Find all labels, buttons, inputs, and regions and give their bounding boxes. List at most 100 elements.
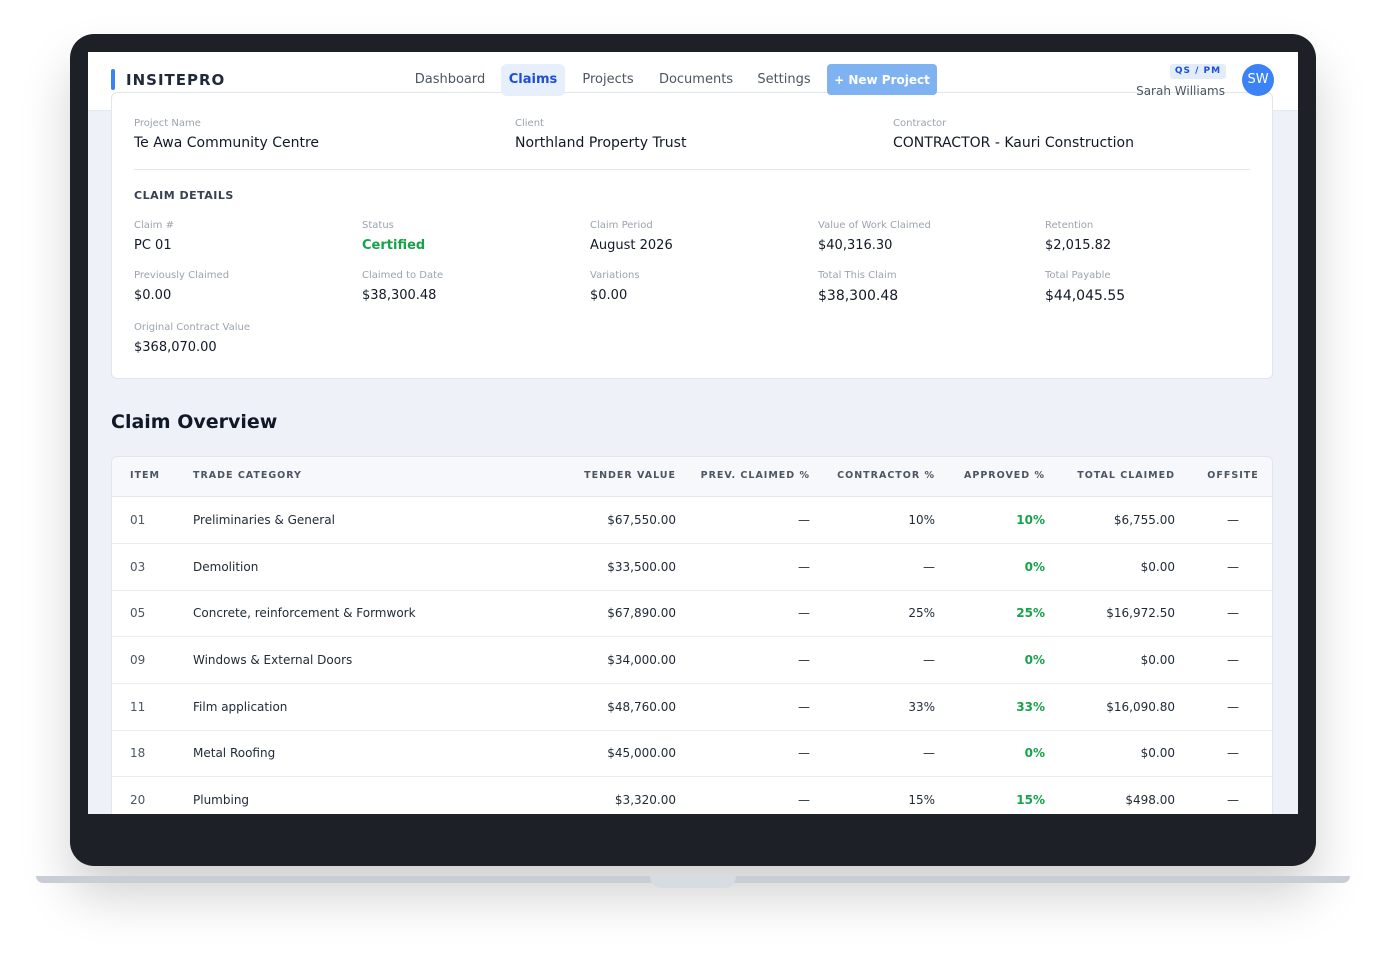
avatar[interactable] — [1242, 64, 1274, 96]
cell: Demolition — [193, 559, 259, 574]
cell: — — [1227, 606, 1239, 621]
cell: $0.00 — [1140, 746, 1175, 761]
cell: 25% — [908, 606, 935, 621]
nav-item[interactable]: Claims — [508, 72, 558, 87]
section-heading: Claim Overview — [111, 411, 278, 433]
cell: 11 — [130, 699, 146, 714]
field-value: $38,300.48 — [818, 288, 899, 304]
cell: — — [923, 653, 935, 667]
row-divider — [111, 729, 1273, 731]
field-label: Project Name — [134, 118, 201, 129]
column-header: ITEM — [130, 470, 160, 481]
cell: Windows & External Doors — [193, 653, 353, 667]
nav-item[interactable]: Documents — [658, 72, 734, 87]
cell: — — [798, 653, 810, 667]
field-label: Original Contract Value — [134, 322, 250, 333]
field-label: Previously Claimed — [134, 270, 230, 281]
nav-item[interactable]: Projects — [582, 72, 634, 87]
column-header: PREV. CLAIMED % — [700, 470, 810, 481]
cell: 25% — [1016, 606, 1045, 621]
cell: $67,550.00 — [607, 513, 676, 527]
cell: Film application — [193, 699, 288, 714]
cell: $498.00 — [1125, 793, 1175, 808]
field-value: Te Awa Community Centre — [134, 135, 320, 151]
new-project-button[interactable] — [827, 64, 937, 95]
user-name: Sarah Williams — [1136, 84, 1225, 98]
column-header: TENDER VALUE — [584, 470, 676, 481]
row-divider — [111, 776, 1273, 778]
cell: 03 — [130, 559, 146, 574]
field-label: Variations — [590, 270, 640, 281]
role-badge — [1170, 64, 1226, 79]
section-title: CLAIM DETAILS — [134, 189, 234, 202]
field-value: $40,316.30 — [818, 238, 893, 253]
cell: Concrete, reinforcement & Formwork — [193, 606, 416, 621]
field-value: Certified — [362, 238, 426, 253]
field-value: August 2026 — [590, 238, 673, 253]
cell: Preliminaries & General — [193, 513, 335, 527]
column-header: CONTRACTOR % — [837, 470, 935, 481]
field-value: $44,045.55 — [1045, 288, 1126, 304]
column-header: TOTAL CLAIMED — [1077, 470, 1175, 481]
field-value: $38,300.48 — [362, 288, 437, 303]
cell: $6,755.00 — [1113, 513, 1175, 527]
field-label: Contractor — [893, 118, 947, 129]
field-label: Retention — [1045, 220, 1094, 231]
column-header: OFFSITE — [1207, 470, 1259, 481]
field-label: Total Payable — [1045, 270, 1111, 281]
cell: 33% — [1016, 699, 1045, 714]
avatar-initials[interactable]: SW — [1247, 72, 1269, 87]
cell: — — [1227, 793, 1239, 808]
cell: — — [1227, 699, 1239, 714]
field-label: Value of Work Claimed — [818, 220, 931, 231]
cell: — — [1227, 559, 1239, 574]
screen: INSITEPRO Dashboard Claims Projects Document… — [88, 52, 1298, 814]
field-value: PC 01 — [134, 238, 172, 253]
cell: $67,890.00 — [607, 606, 676, 621]
table-header — [112, 457, 1272, 497]
cell: — — [798, 699, 810, 714]
cell: 15% — [1016, 793, 1045, 808]
row-divider — [111, 636, 1273, 638]
cell: $16,090.80 — [1106, 699, 1175, 714]
cell: — — [923, 746, 935, 761]
cell: 20 — [130, 793, 146, 808]
brand: INSITEPRO — [126, 71, 226, 89]
cell: $3,320.00 — [614, 793, 676, 808]
row-divider — [111, 589, 1273, 591]
cell: 09 — [130, 653, 146, 667]
field-label: Status — [362, 220, 394, 231]
new-project-label[interactable]: + New Project — [834, 73, 930, 87]
field-label: Total This Claim — [818, 270, 897, 281]
cell: $48,760.00 — [607, 699, 676, 714]
cell: — — [798, 746, 810, 761]
field-value: CONTRACTOR - Kauri Construction — [893, 135, 1134, 151]
nav-item[interactable]: Settings — [757, 72, 811, 87]
column-header: TRADE CATEGORY — [193, 470, 302, 481]
cell: 10% — [908, 513, 935, 527]
cell: — — [798, 513, 810, 527]
nav-active — [501, 64, 565, 96]
cell: $34,000.00 — [607, 653, 676, 667]
cell: — — [798, 606, 810, 621]
row-divider — [111, 683, 1273, 684]
table-card — [111, 456, 1273, 814]
laptop-notch — [650, 876, 736, 888]
row-divider — [111, 543, 1273, 544]
field-value: $0.00 — [134, 288, 172, 303]
cell: $0.00 — [1140, 559, 1175, 574]
cell: 18 — [130, 746, 146, 761]
field-value: Northland Property Trust — [515, 135, 687, 151]
cell: — — [923, 559, 935, 574]
column-header: APPROVED % — [964, 470, 1045, 481]
cell: 33% — [908, 699, 935, 714]
cell: Plumbing — [193, 793, 250, 808]
cell: 01 — [130, 513, 146, 527]
cell: — — [1227, 746, 1239, 761]
field-label: Claim # — [134, 220, 174, 231]
cell: Metal Roofing — [193, 746, 276, 761]
cell: $45,000.00 — [607, 746, 676, 761]
cell: — — [1227, 513, 1239, 527]
nav-item[interactable]: Dashboard — [414, 72, 486, 87]
